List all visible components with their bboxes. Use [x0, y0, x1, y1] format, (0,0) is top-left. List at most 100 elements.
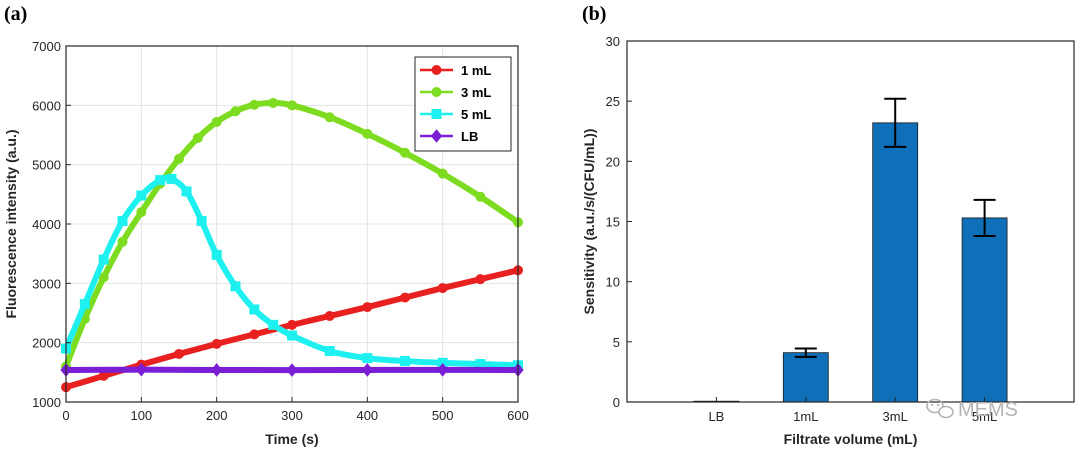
data-point [437, 283, 448, 294]
x-tick-label: 600 [507, 408, 529, 423]
data-point [211, 363, 223, 377]
data-point [136, 207, 147, 218]
legend-label: 5 mL [461, 107, 491, 122]
data-point [136, 190, 147, 201]
watermark: MEMS [926, 398, 1018, 421]
y-tick-label: 1000 [32, 395, 61, 410]
y-axis-label: Fluorescence intensity (a.u.) [3, 129, 19, 318]
panel-label-a: (a) [4, 3, 27, 25]
data-point [211, 249, 222, 260]
data-point [475, 191, 486, 202]
y-tick-label: 3000 [32, 276, 61, 291]
data-point [324, 310, 335, 321]
data-point [181, 186, 192, 197]
data-point [230, 281, 241, 292]
data-point [437, 168, 448, 179]
x-axis-label: Time (s) [265, 431, 318, 447]
data-point [249, 304, 260, 315]
data-point [230, 106, 241, 117]
data-point [437, 363, 449, 377]
data-point [98, 254, 109, 265]
y-tick-label: 5 [613, 335, 620, 350]
legend: 1 mL 3 mL 5 mL LB [414, 56, 512, 152]
bar-chart-b: LB 1mL 3mL 5mL 0 5 10 15 20 25 30 Filtrate volume (… [581, 34, 1075, 447]
legend-item: 3 mL [420, 85, 491, 100]
legend-marker [431, 87, 442, 97]
data-point [268, 97, 279, 108]
y-tick-label: 0 [613, 395, 620, 410]
bar-group [961, 198, 1008, 403]
legend-marker [431, 65, 442, 75]
y-tick-label: 15 [606, 215, 620, 230]
bar [872, 122, 919, 403]
x-axis-label: Filtrate volume (mL) [784, 431, 918, 447]
series-lb [60, 362, 524, 377]
legend-item: LB [420, 129, 478, 144]
data-point [135, 362, 147, 377]
x-tick-label: 3mL [883, 409, 908, 424]
bar-group [872, 97, 919, 403]
data-point [400, 147, 410, 158]
legend-label: LB [461, 129, 478, 144]
x-tick-label: 500 [432, 408, 454, 423]
legend-item: 5 mL [420, 107, 491, 122]
bar-group [782, 347, 829, 403]
x-tick-label: 400 [356, 408, 378, 423]
data-point [174, 153, 184, 164]
y-tick-label: 10 [606, 275, 620, 290]
data-point [362, 353, 373, 364]
y-tick-label: 7000 [32, 39, 61, 54]
legend-label: 3 mL [461, 85, 491, 100]
legend-marker [430, 129, 443, 143]
y-tick-label: 20 [606, 154, 620, 169]
legend-item: 1 mL [420, 63, 491, 78]
data-point [117, 236, 128, 247]
x-tick-label: 5mL [972, 409, 997, 424]
data-point [287, 100, 297, 111]
data-point [362, 128, 373, 139]
x-tick-label: 300 [281, 408, 303, 423]
data-point [287, 319, 297, 330]
data-point [286, 363, 298, 377]
x-tick-label: 1mL [793, 409, 818, 424]
data-point [196, 216, 207, 227]
wechat-icon [926, 398, 954, 419]
y-tick-label: 2000 [32, 336, 61, 351]
legend-marker [431, 109, 442, 119]
data-point [400, 292, 410, 303]
data-point [324, 345, 335, 356]
y-tick-label: 25 [606, 94, 620, 109]
y-tick-label: 6000 [32, 98, 61, 113]
x-tick-label: 100 [130, 408, 152, 423]
line-chart-a: 0 100 200 300 400 500 600 1000 2000 3000 4000 5000 6… [3, 39, 529, 447]
data-point [166, 173, 177, 184]
data-point [155, 175, 166, 186]
x-tick-label: 0 [62, 408, 69, 423]
series-3-ml [61, 97, 523, 372]
data-point [324, 112, 335, 123]
data-point [79, 299, 90, 310]
bar [782, 352, 829, 403]
x-tick-label: LB [708, 409, 724, 424]
panel-label-b: (b) [582, 3, 606, 25]
y-tick-label: 5000 [32, 158, 61, 173]
data-point [362, 302, 373, 313]
data-point [475, 274, 486, 285]
data-point [249, 329, 260, 340]
data-point [174, 348, 184, 359]
bar [961, 217, 1008, 403]
watermark-text: MEMS [958, 399, 1018, 421]
data-point [361, 363, 373, 377]
y-tick-label: 4000 [32, 217, 61, 232]
data-point [400, 356, 410, 367]
y-axis-label: Sensitivity (a.u./s/(CFU/mL)) [581, 129, 597, 315]
data-point [192, 132, 203, 143]
legend-label: 1 mL [461, 63, 491, 78]
data-point [117, 216, 128, 227]
data-point [249, 99, 260, 110]
data-point [211, 338, 222, 349]
x-tick-label: 200 [206, 408, 228, 423]
y-tick-label: 30 [606, 34, 620, 49]
data-point [287, 330, 297, 341]
